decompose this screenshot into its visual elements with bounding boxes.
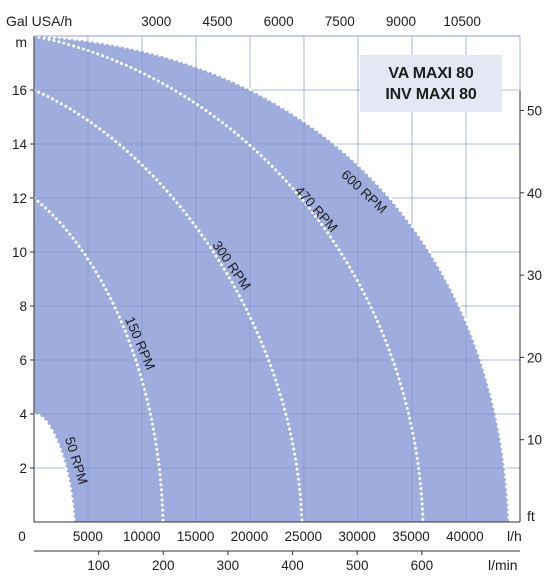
- y-left-unit: m: [15, 34, 27, 50]
- y-right-tick-label: 50: [527, 104, 542, 119]
- y-right-unit: ft: [527, 508, 535, 524]
- model-title-line-2: INV MAXI 80: [385, 85, 477, 103]
- rpm-curve: [32, 34, 511, 524]
- y-left-tick-label: 4: [19, 407, 27, 422]
- operating-envelope: [34, 36, 509, 522]
- y-right-tick-label: 40: [527, 186, 542, 201]
- x-secondary-unit: l/min: [488, 557, 518, 573]
- model-title-box: VA MAXI 80 INV MAXI 80: [360, 55, 502, 112]
- rpm-curve: [32, 412, 76, 524]
- rpm-curve: [32, 88, 304, 524]
- y-left-tick-label: 6: [19, 353, 27, 368]
- y-left-tick-label: 2: [19, 461, 27, 476]
- x-bottom-tick-label: 35000: [392, 529, 430, 544]
- y-left-tick-label: 16: [12, 83, 27, 98]
- y-right-tick-label: 20: [527, 350, 542, 365]
- x-top-tick-label: 3000: [141, 14, 171, 29]
- x-secondary-tick-label: 500: [346, 558, 369, 573]
- x-bottom-unit: l/h: [507, 528, 522, 544]
- x-bottom-tick-label: 20000: [231, 529, 269, 544]
- x-secondary-tick-label: 300: [217, 558, 240, 573]
- curves-layer: [32, 34, 511, 524]
- x-top-tick-label: 4500: [202, 14, 232, 29]
- envelope-layer: [34, 36, 509, 522]
- x-bottom-tick-label: 40000: [446, 529, 484, 544]
- x-secondary-tick-label: 200: [152, 558, 175, 573]
- x-bottom-tick-label: 5000: [73, 529, 103, 544]
- x-secondary-tick-label: 600: [411, 558, 434, 573]
- y-right-tick-label: 10: [527, 433, 542, 448]
- axes-layer: 2 4 6 8 10 12 14 16 m 10 20 30 40 50 ft 0 5000 10000 15000…: [6, 13, 542, 573]
- y-right-tick-label: 30: [527, 268, 542, 283]
- x-bottom-tick-label: 15000: [177, 529, 215, 544]
- x-top-unit: Gal USA/h: [6, 13, 72, 29]
- x-top-tick-label: 10500: [443, 14, 481, 29]
- y-left-tick-label: 14: [12, 137, 28, 152]
- y-left-tick-label: 10: [12, 245, 27, 260]
- model-title-line-1: VA MAXI 80: [388, 64, 474, 82]
- x-bottom-tick-label: 0: [18, 529, 26, 544]
- y-left-tick-label: 12: [12, 191, 27, 206]
- x-secondary-tick-label: 100: [87, 558, 110, 573]
- x-top-tick-label: 9000: [386, 14, 416, 29]
- x-top-tick-label: 7500: [325, 14, 355, 29]
- x-bottom-tick-label: 10000: [123, 529, 161, 544]
- x-top-tick-label: 6000: [264, 14, 294, 29]
- x-bottom-tick-label: 30000: [338, 529, 376, 544]
- x-secondary-tick-label: 400: [281, 558, 304, 573]
- x-bottom-tick-label: 25000: [285, 529, 323, 544]
- y-left-tick-label: 8: [19, 299, 27, 314]
- rpm-curve: [32, 34, 425, 524]
